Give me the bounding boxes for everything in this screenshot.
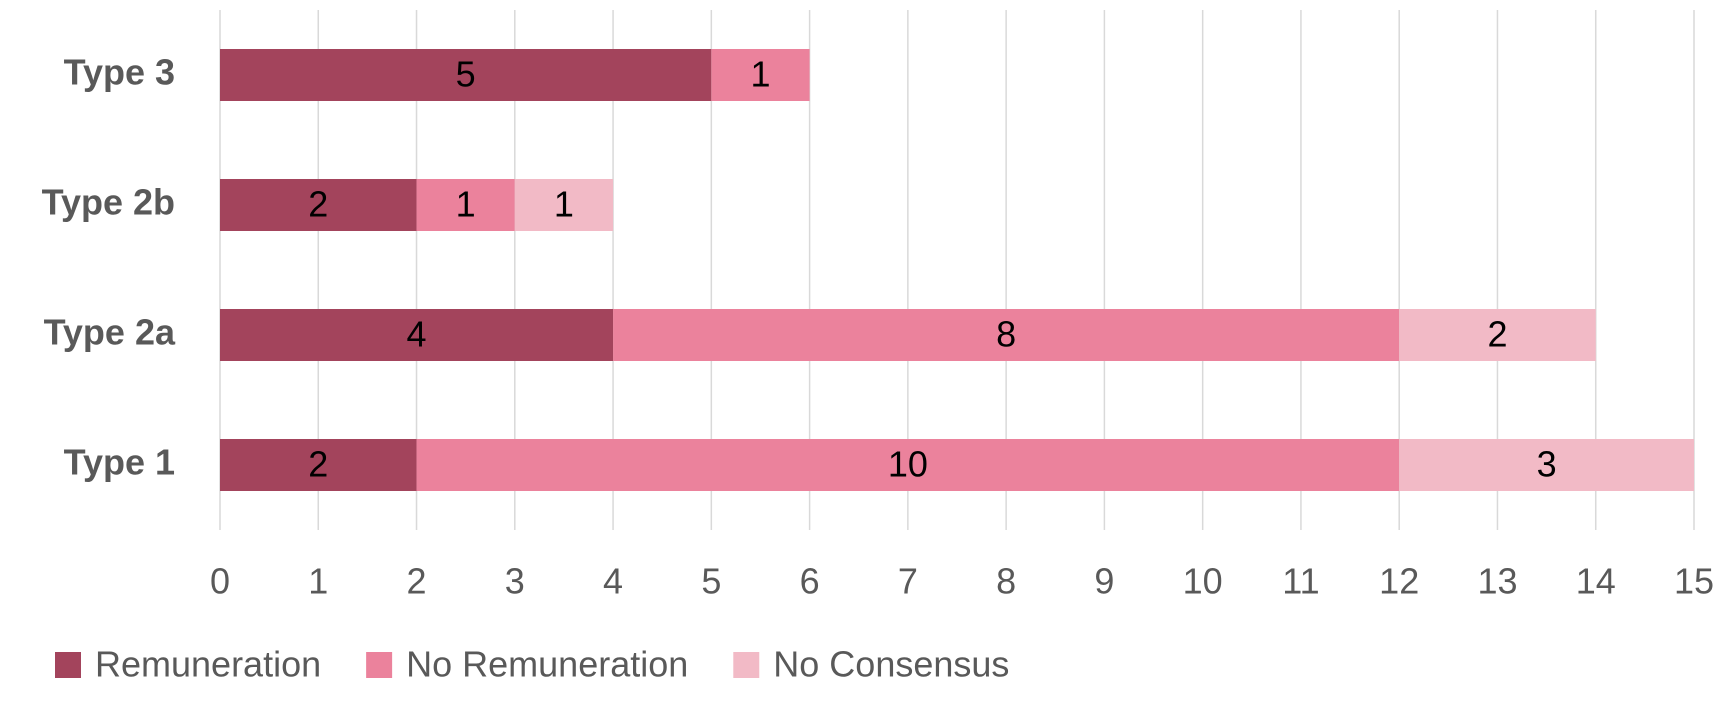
legend-swatch (366, 652, 393, 678)
bar-segment (1399, 439, 1694, 491)
data-label: 2 (1487, 314, 1507, 355)
data-label: 3 (1537, 444, 1557, 485)
data-label: 4 (407, 314, 427, 355)
x-tick-label: 4 (603, 561, 623, 602)
x-tick-label: 8 (996, 561, 1016, 602)
data-label: 1 (456, 184, 476, 225)
data-label: 1 (750, 54, 770, 95)
legend-swatch (733, 652, 760, 678)
data-label: 1 (554, 184, 574, 225)
x-tick-label: 12 (1379, 561, 1419, 602)
bar-segment (613, 309, 1400, 361)
bar-segment (416, 179, 515, 231)
bar-segment (1399, 309, 1596, 361)
x-tick-label: 10 (1183, 561, 1223, 602)
data-label: 2 (308, 444, 328, 485)
data-label: 8 (996, 314, 1016, 355)
bar-segment (514, 179, 614, 231)
data-label: 10 (888, 444, 928, 485)
x-tick-label: 14 (1576, 561, 1616, 602)
y-tick-label: Type 2b (42, 182, 175, 223)
x-tick-label: 0 (210, 561, 230, 602)
x-tick-label: 3 (505, 561, 525, 602)
x-tick-label: 5 (701, 561, 721, 602)
x-tick-label: 7 (898, 561, 918, 602)
legend-label: No Consensus (773, 644, 1009, 685)
legend-label: No Remuneration (406, 644, 688, 685)
y-tick-label: Type 3 (64, 52, 175, 93)
y-tick-label: Type 1 (64, 442, 175, 483)
bar-segment (220, 309, 614, 361)
x-tick-label: 9 (1094, 561, 1114, 602)
x-tick-label: 15 (1674, 561, 1714, 602)
x-tick-label: 6 (800, 561, 820, 602)
bar-segment (416, 439, 1400, 491)
data-label: 5 (456, 54, 476, 95)
x-tick-label: 11 (1282, 561, 1319, 602)
bar-segment (220, 49, 712, 101)
legend-label: Remuneration (95, 644, 321, 685)
bar-segment (220, 439, 417, 491)
y-tick-label: Type 2a (44, 312, 176, 353)
legend-swatch (55, 652, 81, 678)
bar-segment (711, 49, 810, 101)
x-tick-label: 2 (407, 561, 427, 602)
data-label: 2 (308, 184, 328, 225)
x-tick-label: 1 (308, 561, 328, 602)
x-tick-label: 13 (1477, 561, 1517, 602)
bar-segment (220, 179, 417, 231)
